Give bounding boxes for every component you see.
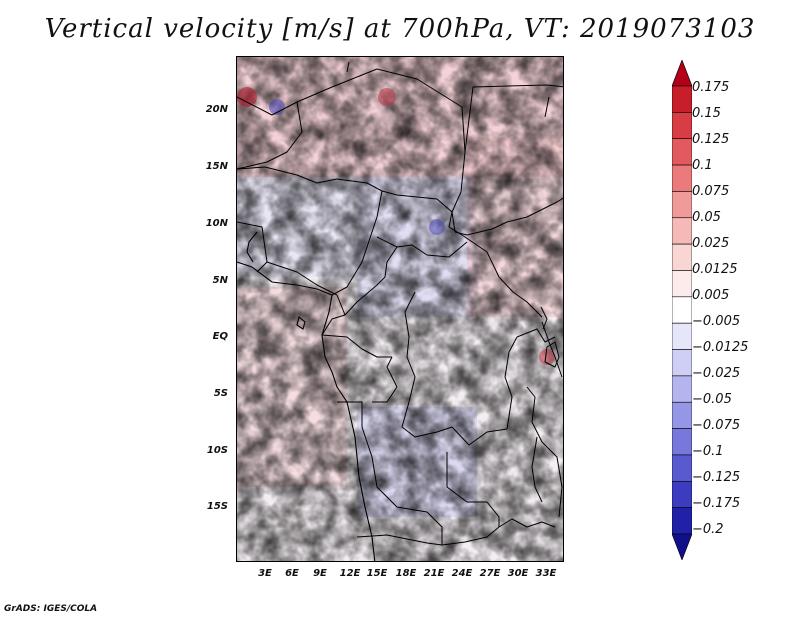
- lat-label-10s: 10S: [206, 445, 228, 456]
- colorbar-segment: [672, 480, 692, 508]
- lon-label-3e: 3E: [258, 568, 272, 579]
- lon-label-30e: 30E: [507, 568, 529, 579]
- colorbar-label: −0.075: [692, 418, 741, 433]
- lat-label-eq: EQ: [212, 331, 228, 342]
- country-borders: [237, 61, 563, 546]
- colorbar-label: −0.2: [692, 522, 724, 537]
- colorbar-label: −0.0125: [692, 340, 749, 355]
- lat-label-15s: 15S: [206, 501, 228, 512]
- colorbar-label: −0.1: [692, 444, 724, 459]
- lat-label-20n: 20N: [205, 104, 228, 115]
- lon-label-12e: 12E: [339, 568, 361, 579]
- colorbar-label: −0.125: [692, 470, 741, 485]
- colorbar-label: −0.025: [692, 366, 741, 381]
- lon-label-27e: 27E: [479, 568, 501, 579]
- colorbar-label: −0.05: [692, 392, 732, 407]
- colorbar-label: 0.1: [692, 158, 713, 173]
- lon-label-33e: 33E: [535, 568, 557, 579]
- colorbar-segment: [672, 375, 692, 403]
- lon-label-21e: 21E: [423, 568, 445, 579]
- colorbar: [672, 60, 692, 560]
- lon-label-18e: 18E: [395, 568, 417, 579]
- colorbar-segment: [672, 138, 692, 166]
- lat-label-15n: 15N: [205, 161, 228, 172]
- colorbar-segment: [672, 85, 692, 113]
- colorbar-label: 0.075: [692, 184, 730, 199]
- lon-label-9e: 9E: [313, 568, 327, 579]
- colorbar-segment: [672, 191, 692, 219]
- colorbar-segment: [672, 322, 692, 350]
- colorbar-label: 0.15: [692, 106, 721, 121]
- colorbar-label: 0.175: [692, 80, 730, 95]
- colorbar-label: 0.0125: [692, 262, 738, 277]
- colorbar-segment: [672, 164, 692, 192]
- lat-label-5n: 5N: [212, 275, 228, 286]
- colorbar-segment: [672, 112, 692, 140]
- lon-label-6e: 6E: [285, 568, 299, 579]
- colorbar-segment: [672, 428, 692, 456]
- map-title: Vertical velocity [m/s] at 700hPa, VT: 2…: [44, 14, 756, 44]
- lon-label-15e: 15E: [366, 568, 388, 579]
- colorbar-label: 0.05: [692, 210, 721, 225]
- colorbar-segment: [672, 401, 692, 429]
- colorbar-label: 0.125: [692, 132, 730, 147]
- colorbar-label: −0.005: [692, 314, 741, 329]
- colorbar-segment: [672, 507, 692, 535]
- lat-label-5s: 5S: [213, 388, 228, 399]
- colorbar-label: −0.175: [692, 496, 741, 511]
- colorbar-label: 0.005: [692, 288, 730, 303]
- colorbar-segment: [672, 60, 692, 87]
- colorbar-segment: [672, 533, 692, 560]
- vertical-velocity-field: [237, 57, 563, 561]
- colorbar-label: 0.025: [692, 236, 730, 251]
- colorbar-segment: [672, 454, 692, 482]
- colorbar-segment: [672, 243, 692, 271]
- colorbar-segment: [672, 349, 692, 377]
- colorbar-segment: [672, 296, 692, 324]
- grads-credit: GrADS: IGES/COLA: [4, 604, 98, 614]
- lon-label-24e: 24E: [451, 568, 473, 579]
- colorbar-segment: [672, 270, 692, 298]
- coastline: [237, 231, 376, 561]
- colorbar-segment: [672, 217, 692, 245]
- lat-label-10n: 10N: [205, 218, 228, 229]
- map-plot-area: [236, 56, 564, 562]
